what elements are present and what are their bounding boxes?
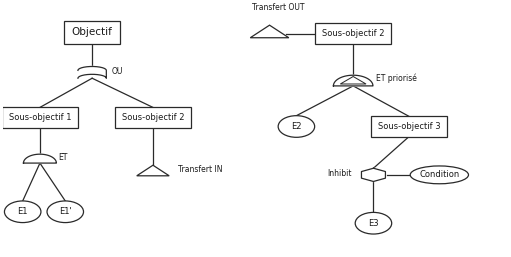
FancyBboxPatch shape [315, 23, 391, 44]
Ellipse shape [5, 201, 41, 223]
Text: Sous-objectif 2: Sous-objectif 2 [122, 113, 184, 122]
Ellipse shape [355, 212, 392, 234]
Text: ET: ET [58, 153, 67, 162]
Polygon shape [250, 25, 289, 38]
Text: Condition: Condition [419, 170, 459, 179]
Polygon shape [78, 67, 106, 78]
Ellipse shape [410, 166, 469, 184]
Ellipse shape [278, 116, 315, 137]
FancyBboxPatch shape [2, 107, 78, 128]
Text: Transfert OUT: Transfert OUT [252, 3, 305, 12]
Polygon shape [340, 77, 366, 84]
Text: ET priorisé: ET priorisé [376, 74, 417, 83]
Text: Sous-objectif 1: Sous-objectif 1 [9, 113, 71, 122]
Text: Sous-objectif 3: Sous-objectif 3 [378, 122, 440, 131]
Text: Inhibit: Inhibit [328, 169, 352, 178]
Polygon shape [361, 168, 385, 181]
Polygon shape [137, 165, 169, 176]
Text: OU: OU [111, 67, 123, 76]
Text: E3: E3 [368, 219, 379, 228]
Ellipse shape [47, 201, 83, 223]
Text: Transfert IN: Transfert IN [178, 165, 223, 174]
Text: Sous-objectif 2: Sous-objectif 2 [322, 29, 384, 38]
Text: Objectif: Objectif [72, 27, 112, 37]
Text: E2: E2 [291, 122, 301, 131]
FancyBboxPatch shape [115, 107, 191, 128]
Polygon shape [333, 75, 373, 86]
FancyBboxPatch shape [371, 116, 447, 137]
FancyBboxPatch shape [64, 21, 120, 44]
Polygon shape [24, 154, 56, 163]
Text: E1: E1 [17, 207, 28, 216]
Text: E1': E1' [59, 207, 72, 216]
